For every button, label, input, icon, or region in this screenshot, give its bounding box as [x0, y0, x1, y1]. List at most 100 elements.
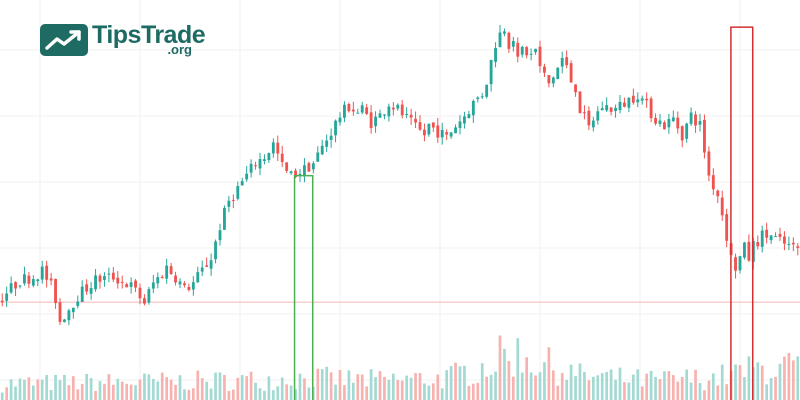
candle-body	[476, 97, 480, 100]
candle-body	[285, 162, 289, 171]
candle-body	[227, 200, 231, 207]
candle-body	[107, 273, 111, 275]
candle-body	[147, 289, 151, 303]
candle-body	[765, 229, 769, 238]
candle-body	[45, 265, 49, 280]
candle-body	[547, 75, 551, 84]
volume-bar	[463, 365, 466, 400]
volume-bar	[645, 373, 648, 400]
candle-body	[640, 98, 644, 101]
candle-body	[716, 190, 720, 197]
volume-bar	[125, 383, 128, 400]
candle-body	[289, 171, 293, 174]
candle-body	[525, 47, 529, 56]
volume-bar	[600, 373, 604, 400]
volume-bar	[765, 384, 768, 400]
volume-bar	[156, 381, 160, 400]
candle-body	[231, 199, 235, 201]
volume-bar	[236, 377, 240, 400]
volume-bar	[36, 379, 40, 400]
candle-body	[520, 46, 524, 55]
volume-bar	[129, 384, 133, 400]
volume-bar	[498, 335, 502, 400]
volume-bar	[27, 377, 31, 400]
volume-bar	[223, 374, 226, 400]
candle-body	[191, 282, 195, 290]
candle-body	[360, 105, 364, 113]
candle-body	[631, 95, 635, 103]
candle-body	[654, 117, 657, 124]
volume-bar	[716, 385, 720, 400]
candle-body	[538, 46, 542, 67]
candle-body	[267, 153, 271, 161]
volume-bar	[516, 338, 520, 400]
volume-bar	[627, 382, 631, 400]
volume-bar	[23, 379, 26, 400]
candle-body	[605, 105, 609, 111]
candle-body	[663, 122, 666, 130]
candle-body	[791, 242, 795, 245]
candle-body	[294, 170, 297, 178]
volume-bar	[467, 385, 471, 400]
candle-body	[71, 307, 75, 313]
candle-body	[405, 114, 409, 116]
volume-bar	[574, 376, 577, 400]
volume-bar	[249, 371, 253, 400]
volume-bar	[609, 369, 613, 400]
candle-body	[58, 302, 62, 322]
volume-bar	[796, 356, 800, 400]
candle-body	[14, 282, 17, 289]
volume-bar	[165, 377, 168, 400]
candle-body	[583, 112, 586, 114]
candle-body	[240, 181, 244, 186]
volume-bar	[343, 385, 346, 400]
candle-body	[600, 108, 604, 111]
volume-bar	[338, 370, 342, 400]
volume-bar	[152, 378, 155, 400]
volume-bar	[5, 387, 8, 400]
candle-body	[760, 230, 764, 247]
volume-bar	[578, 363, 582, 400]
candle-body	[774, 236, 777, 238]
candle-body	[414, 118, 417, 123]
volume-bar	[565, 379, 568, 400]
volume-bar	[707, 380, 711, 400]
candle-body	[698, 121, 702, 125]
candle-body	[311, 163, 315, 170]
candle-body	[9, 283, 13, 293]
volume-bar	[409, 377, 413, 400]
candle-body	[27, 275, 31, 284]
volume-bar	[672, 375, 675, 400]
volume-bar	[458, 366, 462, 400]
volume-bar	[258, 388, 262, 400]
candle-body	[374, 116, 377, 127]
candle-body	[427, 123, 431, 135]
volume-bar	[792, 360, 795, 400]
volume-bar	[512, 376, 515, 400]
candle-body	[49, 278, 53, 281]
candle-body	[578, 91, 582, 114]
candle-body	[587, 110, 591, 126]
volume-bar	[507, 360, 511, 400]
volume-bar	[192, 388, 195, 400]
candle-body	[85, 284, 89, 292]
candle-body	[205, 265, 209, 267]
volume-bar	[769, 378, 773, 400]
candle-body	[711, 175, 715, 190]
volume-bar	[18, 378, 22, 400]
candle-body	[214, 241, 217, 260]
volume-bar	[116, 378, 120, 400]
candle-body	[658, 120, 662, 125]
candle-body	[369, 112, 373, 129]
candle-body	[18, 285, 22, 287]
volume-bar	[72, 376, 75, 400]
volume-bar	[325, 366, 328, 400]
volume-bar	[703, 390, 706, 400]
volume-bar	[289, 385, 293, 400]
volume-bar	[440, 388, 444, 400]
volume-bar	[623, 382, 626, 400]
volume-bar	[285, 384, 288, 400]
candle-body	[756, 242, 760, 247]
volume-bar	[200, 378, 204, 400]
candle-body	[720, 197, 724, 216]
